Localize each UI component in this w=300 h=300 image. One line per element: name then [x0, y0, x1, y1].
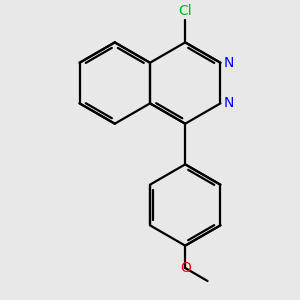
- Text: O: O: [180, 261, 190, 275]
- Text: Cl: Cl: [178, 4, 192, 18]
- Text: N: N: [223, 56, 234, 70]
- Text: N: N: [223, 96, 234, 110]
